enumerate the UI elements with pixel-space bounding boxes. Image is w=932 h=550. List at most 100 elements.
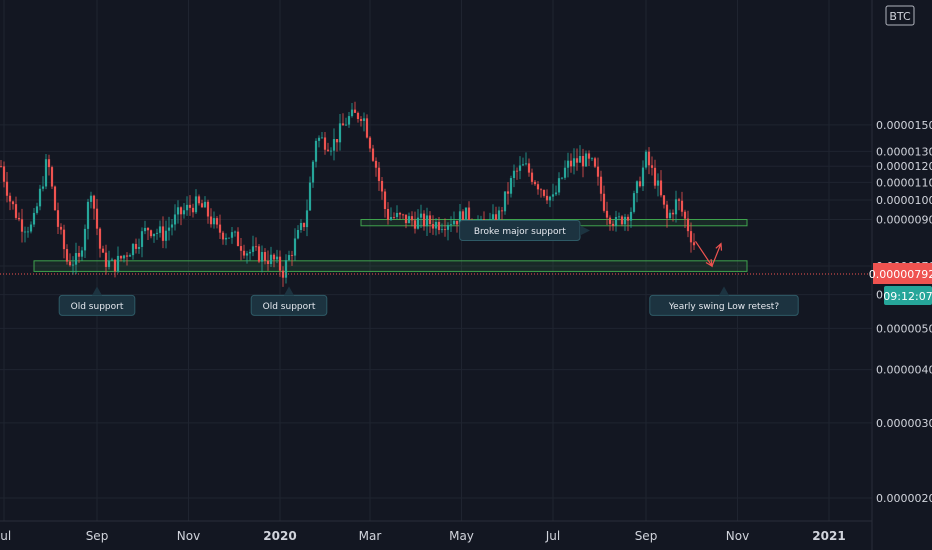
candle-body — [287, 255, 291, 261]
callout-text: Yearly swing Low retest? — [668, 302, 779, 312]
candle-body — [281, 270, 285, 278]
callout-text: Old support — [71, 302, 124, 312]
candle-body — [362, 118, 366, 121]
candle-body — [563, 167, 567, 178]
candle-body — [626, 216, 630, 221]
candle-body — [95, 208, 99, 229]
candle-body — [377, 167, 381, 181]
arrow-head — [715, 242, 723, 251]
candlestick-series — [0, 101, 696, 287]
candle-body — [149, 230, 153, 237]
candle-body — [275, 256, 279, 260]
candle-body — [65, 249, 69, 262]
countdown-text: 09:12:07 — [883, 290, 932, 303]
candle-body — [107, 260, 111, 267]
candle-body — [368, 137, 372, 149]
candle-body — [347, 116, 351, 125]
candle-body — [308, 182, 312, 211]
candle-body — [371, 148, 375, 161]
candle-body — [569, 160, 573, 167]
candle-body — [296, 230, 300, 239]
candle-body — [425, 215, 429, 227]
candle-body — [71, 264, 75, 266]
candle-body — [635, 181, 639, 194]
candle-body — [44, 159, 48, 187]
candle-body — [389, 217, 393, 220]
candle-body — [467, 207, 471, 222]
candle-body — [62, 229, 66, 250]
candle-body — [224, 237, 228, 240]
candle-body — [14, 204, 18, 218]
time-axis[interactable]: Jul Sep Nov 2020 Mar May Jul Sep Nov 2021 — [0, 529, 846, 543]
candle-body — [395, 212, 399, 218]
countdown-tag — [884, 286, 932, 305]
candle-body — [227, 237, 231, 239]
candle-body — [200, 203, 204, 208]
candle-body — [167, 227, 171, 231]
candle-body — [647, 151, 651, 166]
candle-body — [581, 156, 585, 167]
price-tick-label: 0.00000300 — [876, 417, 932, 430]
candle-body — [218, 224, 222, 233]
candle-body — [602, 193, 606, 211]
candle-body — [677, 199, 681, 201]
candle-body — [323, 137, 327, 150]
candle-body — [326, 149, 330, 151]
callout-text: Broke major support — [474, 227, 566, 237]
candle-body — [194, 196, 198, 213]
candle-body — [605, 210, 609, 218]
candle-body — [410, 216, 414, 221]
candle-body — [8, 195, 12, 202]
currency-badge[interactable] — [885, 5, 915, 26]
candle-body — [629, 211, 633, 221]
annotations: Old support Old support Broke major suppor… — [58, 220, 799, 316]
candle-body — [566, 160, 570, 168]
price-tick-label: 0.00001100 — [876, 176, 932, 189]
candle-body — [416, 217, 420, 229]
annotation-callout[interactable]: Old support — [250, 286, 328, 316]
candle-body — [98, 228, 102, 249]
candle-body — [116, 255, 120, 272]
time-tick-label: 2020 — [263, 529, 296, 543]
annotation-callout[interactable]: Yearly swing Low retest? — [649, 286, 799, 316]
callout-pointer — [92, 286, 102, 296]
price-tick-label: 0.00001500 — [876, 119, 932, 132]
candle-body — [59, 226, 63, 230]
candle-body — [164, 230, 168, 241]
candle-body — [83, 228, 87, 251]
candle-body — [68, 261, 72, 266]
candle-body — [683, 211, 687, 219]
candle-body — [119, 255, 123, 259]
candle-body — [536, 184, 540, 190]
candle-body — [413, 220, 417, 229]
candle-body — [656, 180, 660, 186]
candle-body — [434, 221, 438, 229]
candle-body — [383, 191, 387, 209]
candle-body — [173, 214, 177, 225]
candle-body — [230, 232, 234, 238]
last-price-text: 0.00000792 — [869, 268, 932, 281]
time-tick-label: Jul — [545, 529, 560, 543]
candle-body — [644, 151, 648, 168]
candle-body — [41, 186, 45, 189]
annotation-callout[interactable]: Old support — [58, 286, 136, 316]
candle-body — [38, 188, 42, 207]
candle-body — [455, 220, 459, 225]
candle-body — [398, 212, 402, 215]
candle-body — [20, 219, 24, 232]
candle-body — [674, 199, 678, 215]
candle-body — [131, 243, 135, 256]
candle-body — [269, 254, 273, 264]
candle-body — [179, 207, 183, 215]
candle-body — [335, 139, 339, 143]
candle-body — [437, 221, 441, 231]
candle-body — [458, 211, 462, 225]
candle-body — [299, 222, 303, 231]
candle-body — [587, 153, 591, 159]
time-tick-label: Sep — [635, 529, 658, 543]
candle-body — [245, 253, 249, 256]
candle-body — [518, 165, 522, 171]
annotation-callout[interactable]: Broke major support — [459, 220, 590, 242]
candle-body — [17, 217, 21, 220]
